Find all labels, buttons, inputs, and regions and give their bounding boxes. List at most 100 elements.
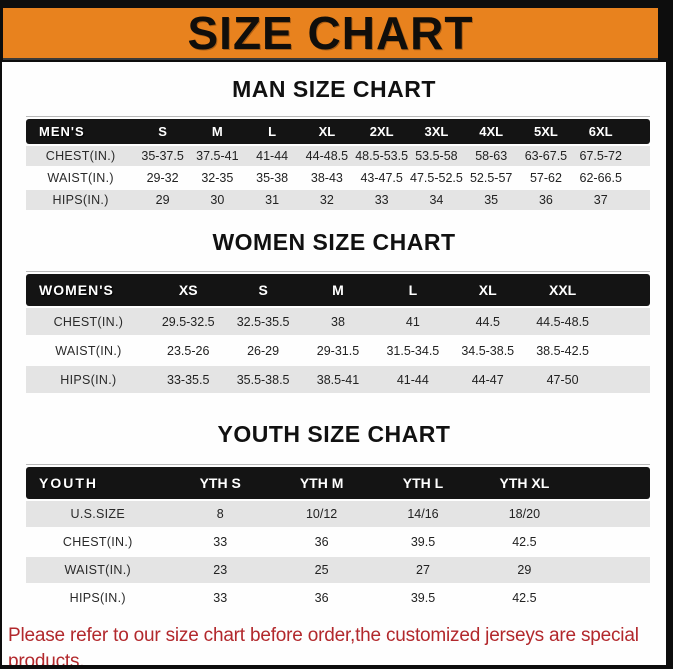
- measurement-cell: 42.5: [512, 591, 537, 605]
- section-title: YOUTH SIZE CHART: [217, 421, 451, 447]
- measurement-cell: 52.5-57: [469, 171, 513, 185]
- measurement-cell: 36: [518, 190, 574, 210]
- table-row: WAIST(IN.) 23 25 27 29: [26, 557, 650, 583]
- table-group-label: MEN'S: [26, 119, 136, 144]
- row-label: HIPS(IN.): [26, 366, 151, 393]
- measurement-cell: 34: [409, 190, 464, 210]
- measurement-cell: 41: [375, 308, 451, 335]
- measurement-cell: 25: [270, 557, 373, 583]
- main-title-banner: SIZE CHART: [3, 7, 658, 60]
- measurement-cell: 36: [314, 591, 329, 605]
- measurement-cell: 8: [169, 501, 271, 527]
- measurement-cell: 38: [300, 308, 376, 335]
- measurement-cell: 36: [314, 535, 329, 549]
- size-column-header: 4XL: [463, 119, 519, 144]
- row-label: HIPS(IN.): [69, 591, 126, 605]
- content-area: MAN SIZE CHART MEN'S S M L XL 2XL 3XL 4XL 5XL 6XL C…: [2, 62, 666, 665]
- measurement-cell: 32: [299, 190, 355, 210]
- table-row: WAIST(IN.) 23.5-26 26-29 29-31.5 31.5-34.5 34…: [26, 337, 650, 364]
- row-filler-cell: [600, 308, 650, 335]
- table-row: U.S.SIZE 8 10/12 14/16 18/20: [26, 501, 650, 527]
- row-label: CHEST(IN.): [62, 535, 133, 549]
- measurement-cell: 44.5: [450, 308, 526, 335]
- size-column-header: M: [300, 274, 376, 306]
- measurement-cell: 57-62: [529, 171, 562, 185]
- footer-note: Please refer to our size chart before or…: [8, 623, 666, 665]
- row-filler-cell: [575, 557, 650, 583]
- size-column-header: 5XL: [518, 119, 574, 144]
- table-row: CHEST(IN.) 33 36 39.5 42.5: [26, 529, 650, 555]
- header-filler-cell: [600, 274, 650, 306]
- measurement-cell: 14/16: [372, 501, 474, 527]
- row-label: WAIST(IN.): [55, 343, 122, 358]
- table-header-row: YOUTH YTH S YTH M YTH L YTH XL: [26, 467, 650, 499]
- row-label: WAIST(IN.): [26, 557, 170, 583]
- row-label: HIPS(IN.): [26, 190, 136, 210]
- size-column-header: 2XL: [354, 119, 410, 144]
- size-column-header: YTH S: [169, 467, 271, 499]
- size-column-header: 6XL: [573, 119, 629, 144]
- measurement-cell: 33: [213, 535, 228, 549]
- table-row: HIPS(IN.) 33-35.5 35.5-38.5 38.5-41 41-44 44-…: [26, 366, 650, 393]
- size-column-header: L: [375, 274, 451, 306]
- measurement-cell: 33: [213, 591, 228, 605]
- measurement-cell: 47.5-52.5: [410, 171, 463, 185]
- measurement-cell: 29.5-32.5: [150, 308, 226, 335]
- row-label: U.S.SIZE: [26, 501, 170, 527]
- measurement-cell: 44.5-48.5: [525, 308, 601, 335]
- measurement-cell: 29: [135, 190, 190, 210]
- size-column-header: XXL: [525, 274, 601, 306]
- measurement-cell: 47-50: [525, 366, 601, 393]
- size-table: YOUTH YTH S YTH M YTH L YTH XL U.S.SIZE 8 10/12…: [26, 464, 650, 613]
- measurement-cell: 29-31.5: [316, 343, 360, 358]
- measurement-cell: 37: [573, 190, 629, 210]
- table-header-row: WOMEN'S XS S M L XL XXL: [26, 274, 650, 306]
- measurement-cell: 43-47.5: [360, 171, 403, 185]
- measurement-cell: 42.5: [512, 535, 537, 549]
- measurement-cell: 31: [244, 190, 300, 210]
- header-filler-cell: [628, 119, 650, 144]
- row-filler-cell: [628, 146, 650, 166]
- measurement-cell: 30: [189, 190, 245, 210]
- size-column-header: L: [244, 119, 300, 144]
- measurement-cell: 35.5-38.5: [225, 366, 301, 393]
- size-column-header: YTH M: [270, 467, 373, 499]
- row-filler-cell: [575, 585, 650, 611]
- header-filler-cell: [575, 467, 650, 499]
- measurement-cell: 37.5-41: [189, 146, 245, 166]
- size-column-header: YTH L: [372, 467, 474, 499]
- measurement-cell: 48.5-53.5: [354, 146, 410, 166]
- measurement-cell: 18/20: [473, 501, 576, 527]
- measurement-cell: 53.5-58: [409, 146, 464, 166]
- size-column-header: S: [225, 274, 301, 306]
- size-chart-sections: MAN SIZE CHART MEN'S S M L XL 2XL 3XL 4XL 5XL 6XL C…: [2, 76, 666, 613]
- measurement-cell: 39.5: [410, 591, 436, 605]
- section-title: MAN SIZE CHART: [232, 76, 436, 102]
- table-row: CHEST(IN.) 29.5-32.5 32.5-35.5 38 41 44.5 44.5…: [26, 308, 650, 335]
- table-group-label: WOMEN'S: [26, 274, 151, 306]
- measurement-cell: 63-67.5: [518, 146, 574, 166]
- table-row: WAIST(IN.) 29-32 32-35 35-38 38-43 43-47.5 47.…: [26, 168, 650, 188]
- measurement-cell: 27: [372, 557, 474, 583]
- measurement-cell: 67.5-72: [573, 146, 629, 166]
- row-filler-cell: [600, 337, 650, 364]
- row-filler-cell: [600, 366, 650, 393]
- row-label: CHEST(IN.): [26, 308, 151, 335]
- measurement-cell: 33-35.5: [150, 366, 226, 393]
- measurement-cell: 35: [463, 190, 519, 210]
- measurement-cell: 35-38: [256, 171, 289, 185]
- measurement-cell: 23: [169, 557, 271, 583]
- table-row: HIPS(IN.) 33 36 39.5 42.5: [26, 585, 650, 611]
- size-chart-section: MAN SIZE CHART MEN'S S M L XL 2XL 3XL 4XL 5XL 6XL C…: [2, 76, 666, 212]
- measurement-cell: 34.5-38.5: [461, 343, 515, 358]
- size-column-header: 3XL: [409, 119, 464, 144]
- row-filler-cell: [628, 190, 650, 210]
- table-row: HIPS(IN.) 29 30 31 32 33 34 35 36 37: [26, 190, 650, 210]
- measurement-cell: 44-48.5: [299, 146, 355, 166]
- size-column-header: M: [189, 119, 245, 144]
- measurement-cell: 26-29: [247, 343, 280, 358]
- row-filler-cell: [628, 168, 650, 188]
- measurement-cell: 58-63: [463, 146, 519, 166]
- measurement-cell: 29-32: [146, 171, 179, 185]
- table-row: CHEST(IN.) 35-37.5 37.5-41 41-44 44-48.5 48.5…: [26, 146, 650, 166]
